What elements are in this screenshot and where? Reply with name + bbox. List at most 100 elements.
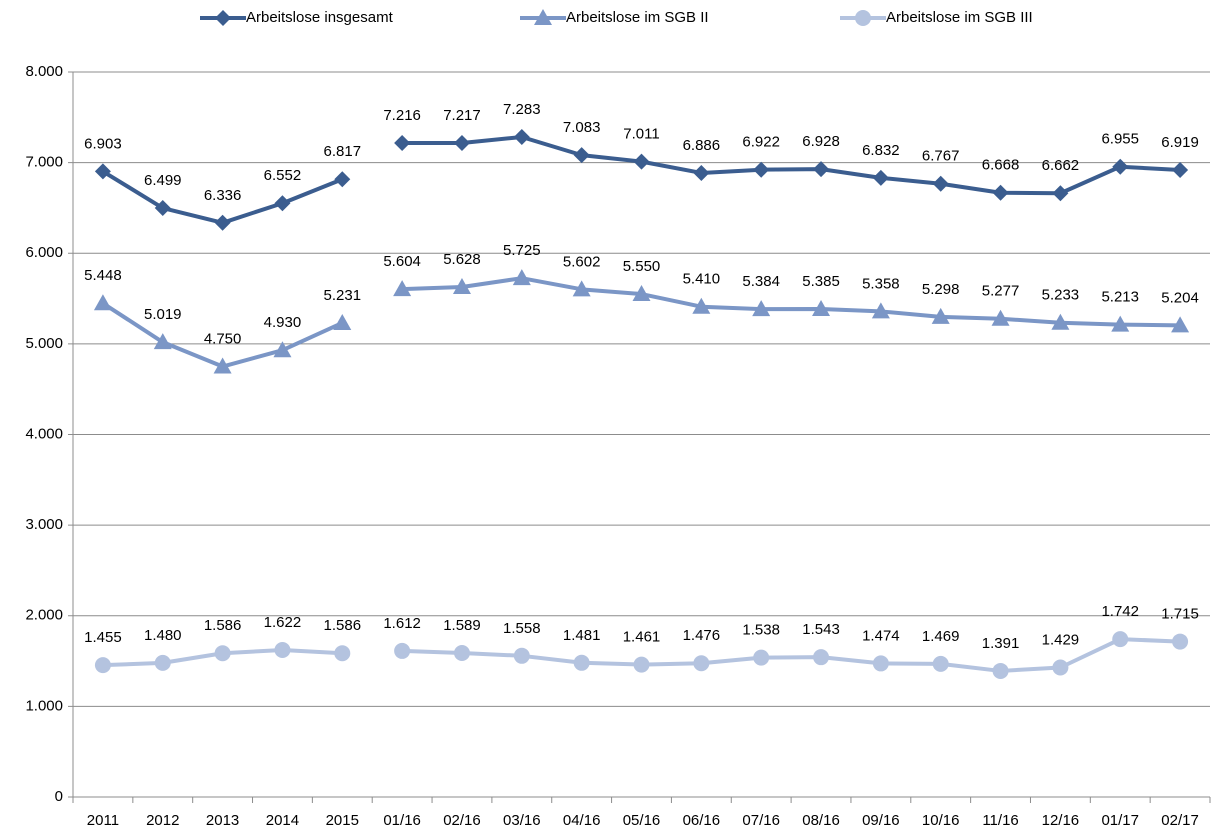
x-tick-label: 06/16	[683, 812, 721, 829]
y-tick-label: 0	[55, 788, 63, 805]
marker	[1052, 185, 1069, 202]
data-label: 1.461	[623, 629, 661, 646]
marker	[992, 184, 1009, 201]
data-label: 7.217	[443, 107, 481, 124]
marker	[513, 647, 530, 664]
data-label: 6.552	[264, 167, 302, 184]
data-label: 6.817	[324, 143, 362, 160]
marker	[1051, 313, 1070, 330]
marker	[453, 134, 470, 151]
marker	[693, 655, 710, 672]
marker	[991, 309, 1010, 326]
data-label: 1.558	[503, 620, 541, 637]
y-tick-label: 8.000	[25, 63, 63, 80]
marker	[992, 662, 1009, 679]
legend-label: Arbeitslose im SGB III	[886, 9, 1033, 26]
marker	[394, 642, 411, 659]
series-line	[402, 276, 1181, 328]
series-line	[402, 134, 1181, 196]
marker	[274, 195, 291, 212]
data-label: 5.358	[862, 275, 900, 292]
data-label: 5.213	[1101, 289, 1139, 306]
legend-label: Arbeitslose im SGB II	[566, 9, 709, 26]
legend-marker	[855, 10, 871, 26]
data-label: 4.750	[204, 331, 242, 348]
x-tick-label: 2015	[326, 812, 359, 829]
data-label: 6.919	[1161, 134, 1199, 151]
data-label: 1.612	[383, 615, 421, 632]
x-tick-label: 2011	[87, 812, 119, 829]
marker	[453, 644, 470, 661]
data-label: 1.742	[1101, 603, 1139, 620]
data-label: 5.550	[623, 258, 661, 275]
data-label: 5.277	[982, 283, 1020, 300]
marker	[394, 135, 411, 152]
data-label: 1.476	[683, 627, 721, 644]
x-tick-label: 08/16	[802, 812, 840, 829]
marker	[932, 655, 949, 672]
marker	[872, 169, 889, 186]
data-label: 5.298	[922, 281, 960, 298]
marker	[633, 656, 650, 673]
data-label: 1.622	[264, 614, 302, 631]
data-label: 6.922	[742, 134, 780, 151]
marker	[931, 307, 950, 324]
y-tick-label: 1.000	[25, 697, 63, 714]
data-label: 5.019	[144, 306, 182, 323]
data-label: 1.469	[922, 628, 960, 645]
data-label: 6.499	[144, 172, 182, 189]
x-tick-label: 2014	[266, 812, 299, 829]
marker	[1112, 158, 1129, 175]
data-label: 5.628	[443, 251, 481, 268]
data-label: 5.602	[563, 253, 601, 270]
marker	[334, 171, 351, 188]
marker	[812, 299, 831, 316]
data-label: 1.586	[324, 617, 362, 634]
marker	[273, 341, 292, 358]
marker	[214, 214, 231, 231]
data-label: 5.385	[802, 273, 840, 290]
legend-label: Arbeitslose insgesamt	[246, 9, 394, 26]
data-label: 6.903	[84, 135, 122, 152]
x-tick-label: 02/17	[1161, 812, 1199, 829]
x-tick-label: 05/16	[623, 812, 661, 829]
marker	[813, 649, 830, 666]
data-label: 7.011	[623, 126, 659, 143]
legend-marker	[534, 9, 552, 25]
marker	[93, 294, 112, 311]
data-label: 5.231	[324, 287, 362, 304]
data-label: 7.283	[503, 101, 541, 118]
marker	[393, 280, 412, 297]
data-label: 6.662	[1042, 157, 1080, 174]
x-tick-label: 01/17	[1101, 812, 1139, 829]
marker	[752, 300, 771, 317]
data-label: 5.233	[1042, 287, 1080, 304]
marker	[573, 147, 590, 164]
x-tick-label: 02/16	[443, 812, 481, 829]
data-label: 1.455	[84, 629, 122, 646]
data-label: 1.538	[742, 622, 780, 639]
marker	[1171, 316, 1190, 333]
y-tick-label: 4.000	[25, 425, 63, 442]
x-tick-label: 2013	[206, 812, 239, 829]
data-label: 1.480	[144, 627, 182, 644]
data-label: 1.391	[982, 635, 1020, 652]
marker	[1112, 631, 1129, 648]
legend-marker	[215, 10, 231, 26]
data-label: 1.589	[443, 617, 481, 634]
x-tick-label: 03/16	[503, 812, 541, 829]
marker	[632, 285, 651, 302]
marker	[154, 654, 171, 671]
marker	[692, 297, 711, 314]
data-label: 6.886	[683, 137, 721, 154]
data-label: 1.481	[563, 627, 601, 644]
x-tick-label: 07/16	[742, 812, 780, 829]
marker	[94, 657, 111, 674]
marker	[872, 655, 889, 672]
data-label: 6.767	[922, 148, 960, 165]
marker	[813, 161, 830, 178]
data-label: 5.604	[383, 253, 421, 270]
y-tick-label: 6.000	[25, 244, 63, 261]
data-label: 6.928	[802, 133, 840, 150]
